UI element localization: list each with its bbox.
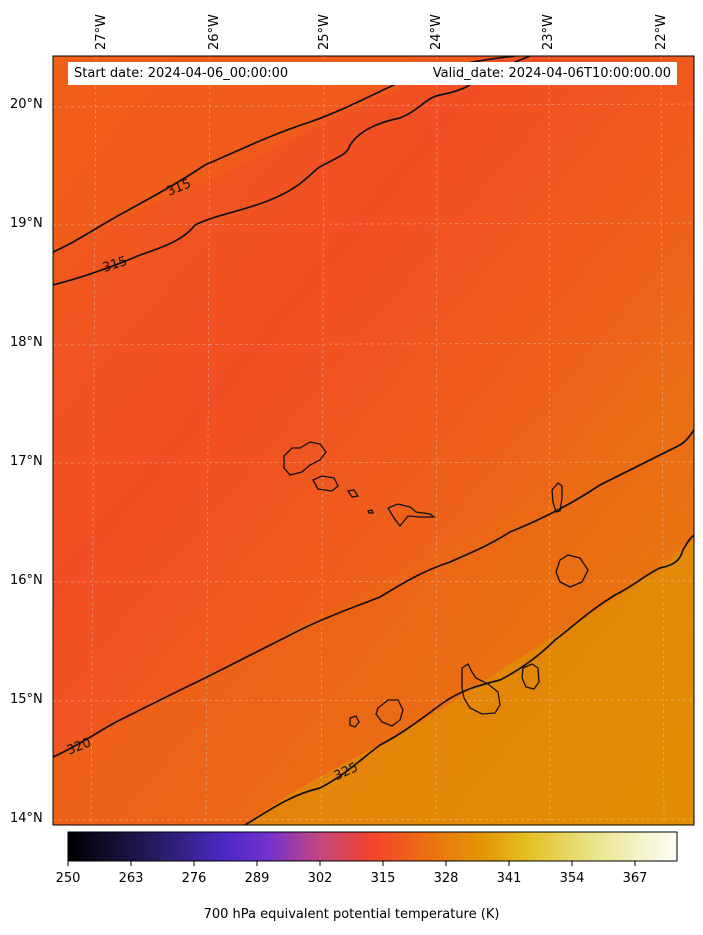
island-brava [349,715,360,728]
lon-label-23w: 23°W [541,14,556,50]
island-sal [551,482,563,513]
lat-label-16n: 16°N [10,573,43,588]
colorbar-tick-label: 302 [307,871,333,886]
lon-label-25w: 25°W [317,14,332,50]
lon-label-27w: 27°W [94,14,109,50]
lat-label-20n: 20°N [10,97,43,112]
island-sao-vicente [312,475,339,492]
colorbar-tick-label: 289 [244,871,270,886]
island-fogo [375,699,404,727]
island-raso [367,509,374,514]
island-santiago [461,663,501,715]
lat-label-15n: 15°N [10,692,43,707]
island-maio [521,663,540,690]
island-santo-antao [283,441,327,476]
island-sao-nicolau [387,503,436,528]
valid-date-label: Valid_date: 2024-04-06T10:00:00.00 [432,66,671,81]
colorbar-tick-label: 354 [559,871,585,886]
colorbar-ticks [67,861,636,866]
lon-label-22w: 22°W [654,14,669,50]
colorbar-tick-label: 250 [55,871,81,886]
lat-label-14n: 14°N [10,811,43,826]
start-date-label: Start date: 2024-04-06_00:00:00 [74,66,289,81]
theta-e-band-upper [53,56,515,252]
colorbar-tick-label: 276 [181,871,207,886]
lat-label-17n: 17°N [10,454,43,469]
map-frame [52,55,695,826]
island-santa-luzia [346,489,360,498]
colorbar-title: 700 hPa equivalent potential temperature… [203,907,500,922]
lon-label-26w: 26°W [207,14,222,50]
theta-e-band-mid [53,430,694,825]
colorbar-tick-label: 367 [622,871,648,886]
contour-320 [53,429,694,758]
lon-label-24w: 24°W [429,14,444,50]
colorbar-tick-label: 263 [118,871,144,886]
colorbar-tick-label: 315 [370,871,396,886]
graticule [53,56,694,825]
date-header: Start date: 2024-04-06_00:00:00 Valid_da… [68,62,677,85]
island-boa-vista [555,554,589,588]
lat-label-18n: 18°N [10,335,43,350]
theta-e-band-lower [245,535,694,825]
contour-325 [244,534,694,825]
colorbar [67,831,678,862]
colorbar-tick-label: 341 [496,871,522,886]
contour-315-south [53,56,531,286]
lat-label-19n: 19°N [10,216,43,231]
colorbar-tick-label: 328 [433,871,459,886]
contour-label-315-south: 315 [101,254,129,276]
